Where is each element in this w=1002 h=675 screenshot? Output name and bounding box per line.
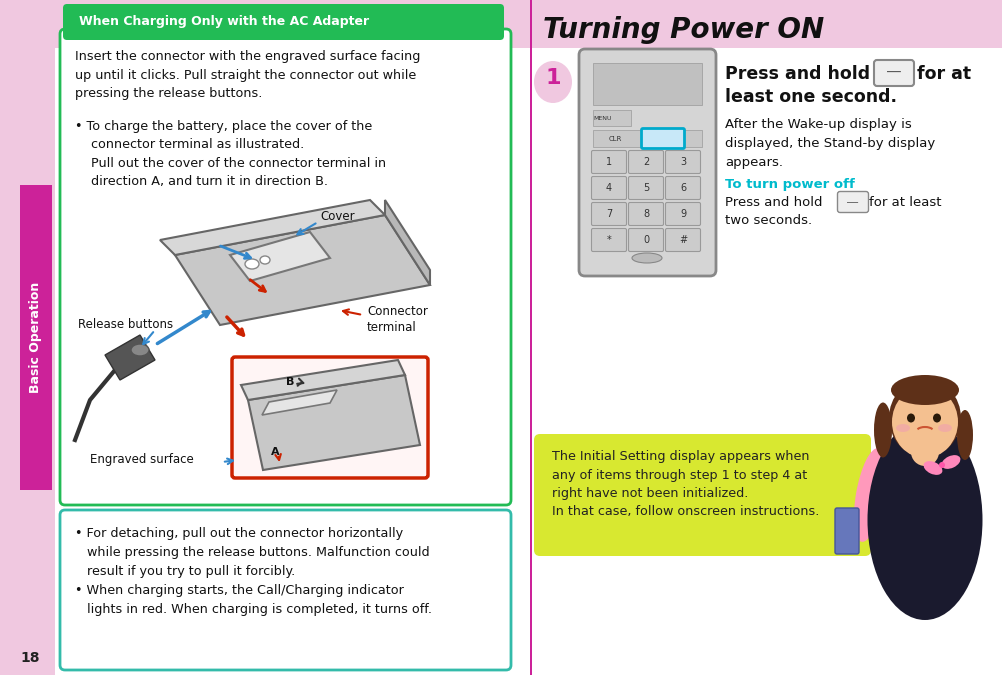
FancyBboxPatch shape (591, 151, 626, 173)
Text: The Initial Setting display appears when
any of items through step 1 to step 4 a: The Initial Setting display appears when… (552, 450, 820, 518)
FancyBboxPatch shape (628, 176, 663, 200)
Polygon shape (230, 232, 330, 281)
Ellipse shape (933, 414, 941, 423)
Text: To turn power off: To turn power off (725, 178, 855, 191)
Text: • For detaching, pull out the connector horizontally
   while pressing the relea: • For detaching, pull out the connector … (75, 527, 432, 616)
Text: • To charge the battery, place the cover of the
    connector terminal as illust: • To charge the battery, place the cover… (75, 120, 386, 188)
FancyBboxPatch shape (534, 434, 871, 556)
Text: two seconds.: two seconds. (725, 214, 813, 227)
Ellipse shape (854, 448, 886, 542)
FancyBboxPatch shape (60, 510, 511, 670)
Polygon shape (160, 200, 385, 255)
FancyBboxPatch shape (641, 128, 684, 148)
FancyBboxPatch shape (591, 202, 626, 225)
Text: CLR: CLR (608, 136, 621, 142)
Text: for at: for at (917, 65, 971, 83)
Polygon shape (175, 215, 430, 325)
Text: *: * (606, 235, 611, 245)
Text: 9: 9 (680, 209, 686, 219)
Polygon shape (262, 390, 337, 415)
FancyBboxPatch shape (63, 4, 504, 40)
FancyBboxPatch shape (874, 60, 914, 86)
Text: Release buttons: Release buttons (78, 319, 173, 331)
Bar (593, 63, 702, 105)
FancyBboxPatch shape (628, 229, 663, 252)
Ellipse shape (892, 386, 958, 458)
Ellipse shape (907, 414, 915, 423)
Ellipse shape (938, 424, 952, 432)
Text: for at least: for at least (869, 196, 942, 209)
Ellipse shape (942, 455, 960, 469)
Ellipse shape (889, 379, 961, 457)
Text: #: # (679, 235, 687, 245)
Text: Turning Power ON: Turning Power ON (543, 16, 825, 44)
Ellipse shape (947, 441, 973, 520)
Text: Engraved surface: Engraved surface (90, 454, 193, 466)
Ellipse shape (260, 256, 270, 264)
FancyBboxPatch shape (60, 29, 511, 505)
Text: When Charging Only with the AC Adapter: When Charging Only with the AC Adapter (79, 16, 369, 28)
Bar (55, 0, 1002, 48)
FancyBboxPatch shape (591, 229, 626, 252)
Polygon shape (835, 495, 900, 515)
Ellipse shape (924, 461, 943, 475)
Text: B: B (286, 377, 295, 387)
FancyBboxPatch shape (665, 176, 700, 200)
Text: Basic Operation: Basic Operation (29, 281, 42, 393)
FancyBboxPatch shape (835, 508, 859, 554)
Text: 5: 5 (643, 183, 649, 193)
Text: 3: 3 (680, 157, 686, 167)
FancyBboxPatch shape (591, 176, 626, 200)
Text: Connector
terminal: Connector terminal (367, 305, 428, 334)
Ellipse shape (891, 375, 959, 405)
Text: ―: ― (887, 66, 901, 80)
Text: 7: 7 (606, 209, 612, 219)
Text: Cover: Cover (320, 211, 355, 223)
Text: 2: 2 (643, 157, 649, 167)
Polygon shape (241, 360, 405, 400)
Polygon shape (248, 375, 420, 470)
Text: 0: 0 (643, 235, 649, 245)
FancyBboxPatch shape (579, 49, 716, 276)
Ellipse shape (131, 344, 149, 356)
FancyBboxPatch shape (665, 229, 700, 252)
Bar (530, 0, 532, 675)
FancyBboxPatch shape (628, 202, 663, 225)
Text: least one second.: least one second. (725, 88, 897, 106)
Polygon shape (105, 335, 155, 380)
Bar (593, 110, 631, 126)
Text: After the Wake-up display is
displayed, the Stand-by display
appears.: After the Wake-up display is displayed, … (725, 118, 935, 169)
Text: 1: 1 (606, 157, 612, 167)
Text: 4: 4 (606, 183, 612, 193)
Text: MENU: MENU (594, 115, 612, 121)
Bar (532, 0, 1002, 48)
Ellipse shape (911, 438, 939, 466)
Ellipse shape (868, 420, 983, 620)
Ellipse shape (534, 61, 572, 103)
Bar (20, 185, 52, 490)
FancyBboxPatch shape (665, 151, 700, 173)
FancyBboxPatch shape (838, 192, 869, 213)
Ellipse shape (957, 410, 973, 460)
Ellipse shape (939, 462, 945, 468)
FancyBboxPatch shape (232, 357, 428, 478)
FancyBboxPatch shape (665, 202, 700, 225)
Polygon shape (385, 200, 430, 285)
Text: Press and hold: Press and hold (725, 196, 823, 209)
Text: 8: 8 (643, 209, 649, 219)
Ellipse shape (896, 424, 910, 432)
Bar (593, 130, 702, 147)
Ellipse shape (874, 402, 892, 458)
FancyBboxPatch shape (628, 151, 663, 173)
Text: ―: ― (848, 197, 859, 207)
Text: 18: 18 (20, 651, 40, 665)
Text: A: A (271, 447, 280, 457)
Text: 1: 1 (545, 68, 561, 88)
Ellipse shape (245, 259, 259, 269)
Ellipse shape (632, 253, 662, 263)
Text: Press and hold: Press and hold (725, 65, 870, 83)
Text: 6: 6 (680, 183, 686, 193)
Text: Insert the connector with the engraved surface facing
up until it clicks. Pull s: Insert the connector with the engraved s… (75, 50, 421, 100)
